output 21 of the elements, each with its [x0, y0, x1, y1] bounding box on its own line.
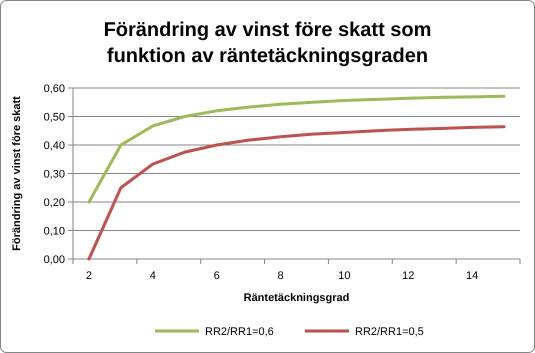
- legend-label: RR2/RR1=0,5: [355, 326, 424, 338]
- x-tick-label: 4: [150, 270, 156, 282]
- line-series: [87, 94, 506, 204]
- y-tick-label: 0,10: [44, 226, 65, 238]
- x-axis-title: Räntetäckningsgrad: [244, 292, 350, 304]
- y-tick-label: 0,00: [44, 254, 65, 266]
- x-tick-label: 2: [86, 270, 92, 282]
- x-tick-label: 14: [466, 270, 478, 282]
- chart-title: Förändring av vinst före skatt som funktion av räntetäckningsgraden: [104, 19, 432, 67]
- y-tick-label: 0,30: [44, 168, 65, 180]
- y-tick-label: 0,40: [44, 140, 65, 152]
- y-tick-label: 0,60: [44, 83, 65, 95]
- x-tick-label: 10: [338, 270, 351, 282]
- y-tick-label: 0,20: [44, 197, 65, 209]
- x-tick-label: 8: [277, 270, 284, 282]
- y-tick-label: 0,50: [44, 112, 65, 124]
- x-tick-label: 6: [214, 270, 220, 282]
- x-tick-label: 12: [402, 270, 414, 282]
- y-axis-title: Förändring av vinst före skatt: [11, 96, 23, 251]
- legend-label: RR2/RR1=0,6: [205, 326, 274, 338]
- line-series: [87, 125, 506, 260]
